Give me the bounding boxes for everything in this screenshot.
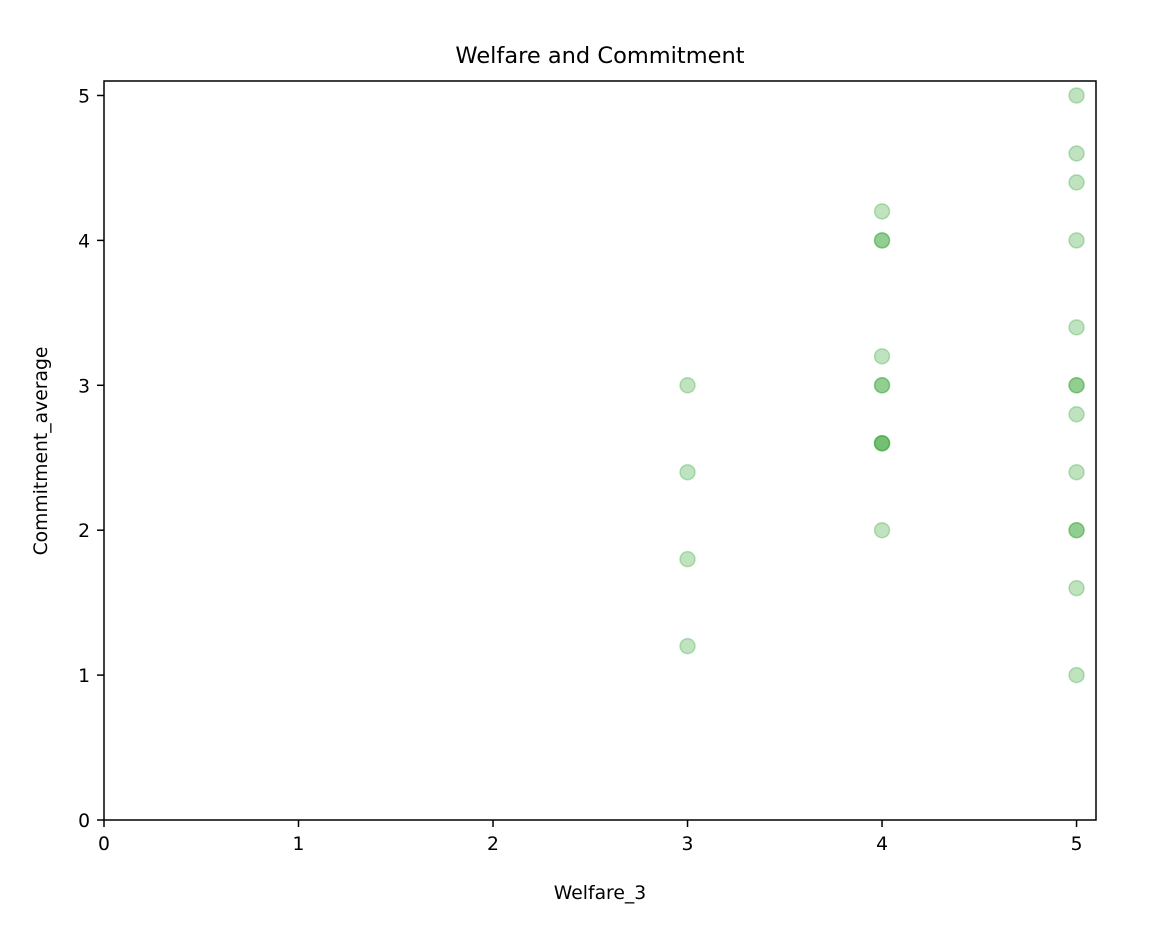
y-axis-label: Commitment_average — [31, 347, 52, 556]
x-axis-ticks: 0 1 2 3 4 5 — [98, 820, 1083, 855]
scatter-point — [1068, 579, 1085, 597]
scatter-point — [1068, 666, 1085, 684]
scatter-point — [1068, 521, 1085, 539]
scatter-point — [1068, 377, 1085, 394]
y-axis-ticks: 0 1 2 3 4 5 — [78, 86, 104, 832]
x-tick-label: 1 — [293, 834, 305, 855]
scatter-point — [1068, 87, 1085, 104]
scatter-point — [873, 377, 891, 394]
y-tick-label: 3 — [78, 376, 90, 397]
scatter-point — [1068, 174, 1085, 191]
chart-title: Welfare and Commitment — [455, 43, 744, 69]
points-layer — [679, 87, 1085, 684]
scatter-point — [1068, 406, 1085, 423]
scatter-point — [1068, 319, 1085, 336]
y-tick-label: 5 — [78, 86, 90, 107]
plot-frame — [103, 80, 1097, 821]
scatter-point — [1068, 145, 1085, 162]
scatter-point — [873, 521, 891, 539]
scatter-point — [1068, 521, 1085, 539]
scatter-point — [873, 203, 891, 220]
scatter-point — [679, 637, 696, 655]
scatter-point — [873, 232, 891, 249]
scatter-point — [873, 435, 891, 452]
scatter-point — [679, 463, 696, 481]
y-tick-label: 4 — [78, 231, 90, 252]
x-tick-label: 4 — [876, 834, 888, 855]
scatter-point — [873, 377, 891, 394]
scatter-point — [1068, 232, 1085, 249]
scatter-point — [1068, 463, 1085, 481]
y-tick-label: 1 — [78, 666, 90, 687]
x-axis-label: Welfare_3 — [554, 883, 646, 904]
scatter-point — [873, 232, 891, 249]
x-tick-label: 0 — [98, 834, 110, 855]
scatter-point — [873, 348, 891, 365]
y-tick-label: 0 — [78, 811, 90, 832]
scatter-point — [873, 435, 891, 452]
x-tick-label: 2 — [487, 834, 499, 855]
x-tick-label: 3 — [682, 834, 694, 855]
scatter-point — [679, 377, 696, 394]
scatter-point — [873, 435, 891, 452]
x-tick-label: 5 — [1071, 834, 1083, 855]
scatter-point — [679, 550, 696, 568]
y-tick-label: 2 — [78, 521, 90, 542]
scatter-point — [1068, 377, 1085, 394]
